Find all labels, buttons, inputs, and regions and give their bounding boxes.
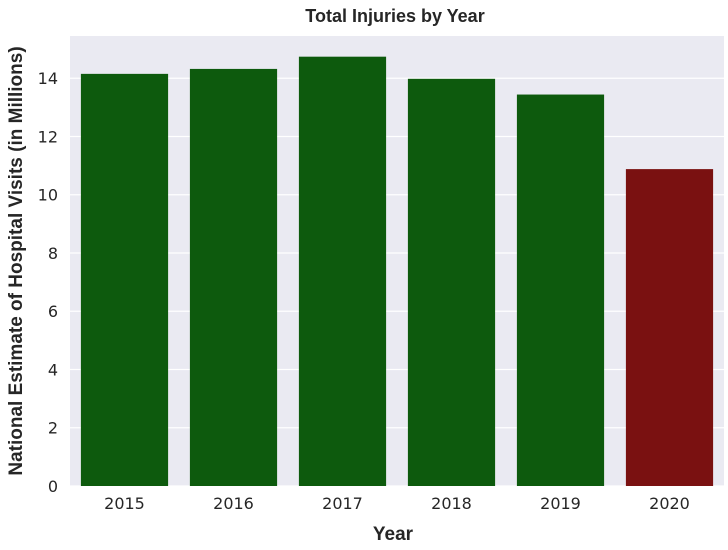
y-tick-label: 12: [38, 127, 58, 146]
bars-group: [80, 56, 714, 486]
x-tick-label: 2015: [104, 494, 145, 513]
x-axis-ticks: 2015 2016 2017 2018 2019 2020: [104, 494, 690, 513]
x-tick-label: 2020: [649, 494, 690, 513]
bar-2015: [80, 73, 169, 486]
x-tick-label: 2019: [540, 494, 581, 513]
bar-2020: [625, 169, 714, 486]
y-tick-label: 0: [48, 477, 58, 496]
bar-2016: [189, 68, 278, 486]
plot-area: [70, 36, 724, 486]
x-axis-label: Year: [373, 524, 414, 545]
y-tick-label: 4: [48, 360, 58, 379]
x-tick-label: 2017: [322, 494, 363, 513]
y-tick-label: 6: [48, 302, 58, 321]
y-tick-label: 2: [48, 419, 58, 438]
y-tick-label: 10: [38, 186, 58, 205]
gridlines: [70, 77, 724, 487]
chart-title: Total Injuries by Year: [305, 6, 484, 26]
bar-2017: [298, 56, 387, 486]
y-axis-ticks: 0 2 4 6 8 10 12 14: [38, 69, 58, 496]
x-tick-label: 2018: [431, 494, 472, 513]
x-tick-label: 2016: [213, 494, 254, 513]
y-tick-label: 14: [38, 69, 58, 88]
y-axis-label: National Estimate of Hospital Visits (in…: [6, 46, 27, 475]
y-tick-label: 8: [48, 244, 58, 263]
bar-2018: [407, 78, 496, 486]
bar-2019: [516, 94, 605, 486]
